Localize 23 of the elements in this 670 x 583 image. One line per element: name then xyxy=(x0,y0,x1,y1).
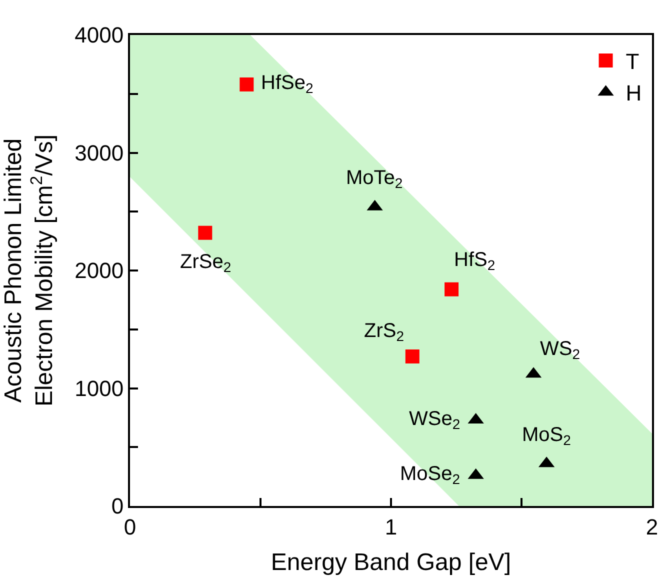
point xyxy=(444,282,459,296)
y-tick-label: 1000 xyxy=(74,376,124,401)
y-tick-label: 3000 xyxy=(74,140,124,166)
y-tick-label: 0 xyxy=(111,494,124,519)
annotation: HfS$_{2}$ xyxy=(454,249,496,274)
point xyxy=(240,77,254,92)
annotation: ZrS$_{2}$ xyxy=(364,320,404,344)
annotation: MoTe$_{2}$ xyxy=(346,167,403,192)
annotation: WS$_{2}$ xyxy=(540,338,580,362)
legend-label: H xyxy=(626,80,642,106)
x-tick-label: 1 xyxy=(384,514,398,540)
annotation: MoS$_{2}$ xyxy=(522,424,572,448)
point xyxy=(405,349,420,364)
point xyxy=(198,226,212,240)
annotation: HfSe$_{2}$ xyxy=(261,72,314,96)
annotation: WSe$_{2}$ xyxy=(409,408,460,432)
y-tick-label: 2000 xyxy=(74,258,124,284)
annotation: ZrSe$_{2}$ xyxy=(180,251,232,276)
y-tick-label: 4000 xyxy=(74,22,124,48)
x-axis-title: Energy Band Gap [eV] xyxy=(270,549,512,576)
x-tick-label: 2 xyxy=(646,514,658,540)
legend-label: T xyxy=(626,49,640,74)
annotation: MoSe$_{2}$ xyxy=(400,463,460,488)
